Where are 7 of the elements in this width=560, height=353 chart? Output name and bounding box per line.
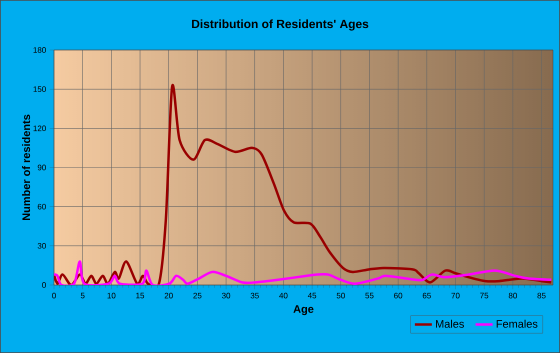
legend-label: Males	[436, 320, 464, 328]
x-axis-title: Age	[293, 305, 314, 316]
legend-label: Females	[496, 320, 538, 328]
line-series	[54, 85, 553, 285]
chart-title: Distribution of Residents' Ages	[192, 19, 368, 31]
line-series	[54, 260, 553, 285]
y-axis-title: Number of residents	[22, 114, 30, 220]
